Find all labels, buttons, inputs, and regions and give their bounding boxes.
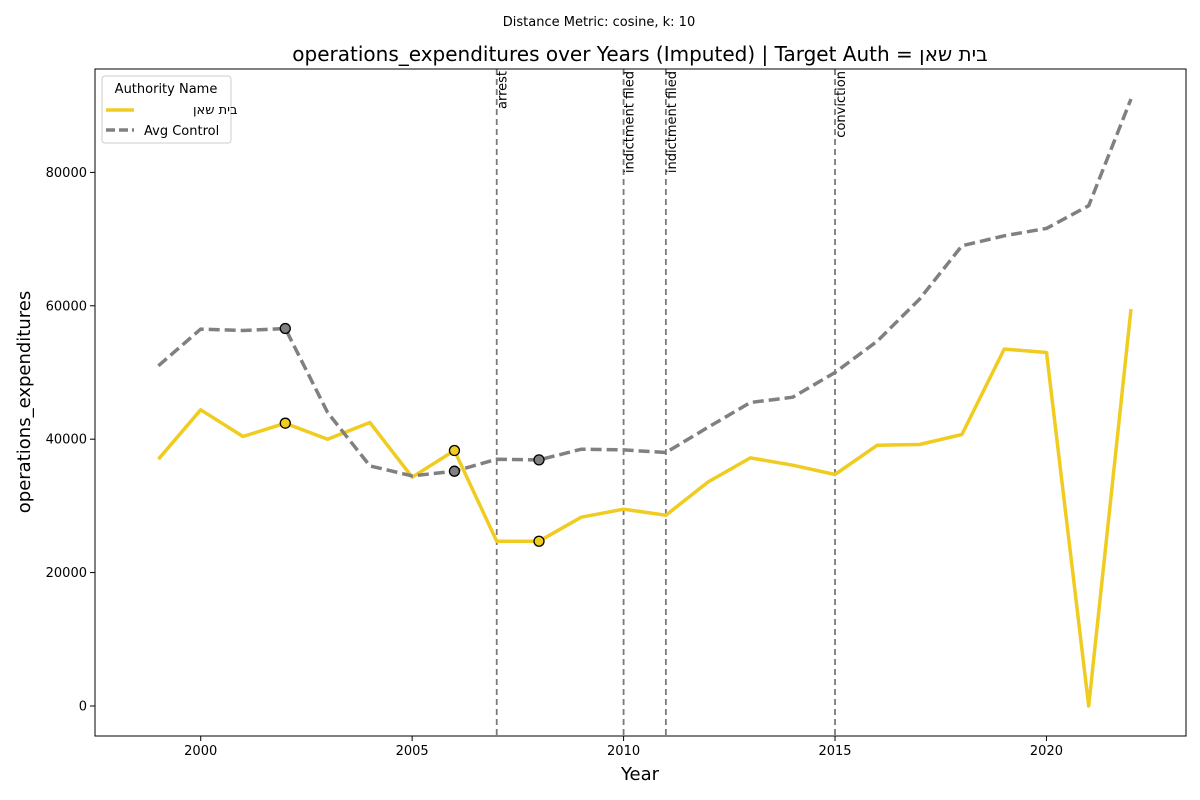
plot-area: 2000 2005 2010 2015 2020 0 20000 40000 60000 8000… xyxy=(46,69,1133,759)
legend: Authority Name בית שאן Avg Control xyxy=(101,75,238,144)
plot-frame xyxy=(94,68,1187,737)
event-label: conviction xyxy=(834,71,849,138)
y-tick-label: 40000 xyxy=(46,433,87,448)
x-tick-label: 2000 xyxy=(184,744,217,759)
event-label: arrest xyxy=(496,71,511,109)
chart-title: operations_expenditures over Years (Impu… xyxy=(292,42,987,66)
legend-label-target: בית שאן xyxy=(193,103,238,118)
y-tick-label: 0 xyxy=(79,699,87,714)
x-tick-label: 2020 xyxy=(1030,744,1063,759)
y-tick-label: 20000 xyxy=(46,566,87,581)
chart-suptitle: Distance Metric: cosine, k: 10 xyxy=(503,15,695,30)
legend-box xyxy=(101,75,232,144)
imputed-point-control xyxy=(448,465,461,477)
imputed-point-target xyxy=(533,535,545,547)
x-tick-label: 2010 xyxy=(607,744,640,759)
legend-label-control: Avg Control xyxy=(144,124,219,139)
event-label: indictment filed xyxy=(665,71,680,173)
imputed-point-target xyxy=(279,417,291,429)
y-tick-label: 80000 xyxy=(46,166,87,181)
imputed-point-target xyxy=(448,444,461,457)
imputed-point-control xyxy=(279,322,291,335)
legend-title: Authority Name xyxy=(115,82,218,97)
x-axis-label: Year xyxy=(620,764,660,785)
x-tick-label: 2015 xyxy=(818,744,851,759)
event-label: indictment filed xyxy=(623,71,638,173)
x-tick-label: 2005 xyxy=(396,744,429,759)
series-line-target xyxy=(157,308,1133,708)
series-line-control xyxy=(157,98,1133,478)
y-tick-label: 60000 xyxy=(46,299,87,314)
y-axis-label: operations_expenditures xyxy=(14,291,35,513)
imputed-point-control xyxy=(533,454,545,466)
